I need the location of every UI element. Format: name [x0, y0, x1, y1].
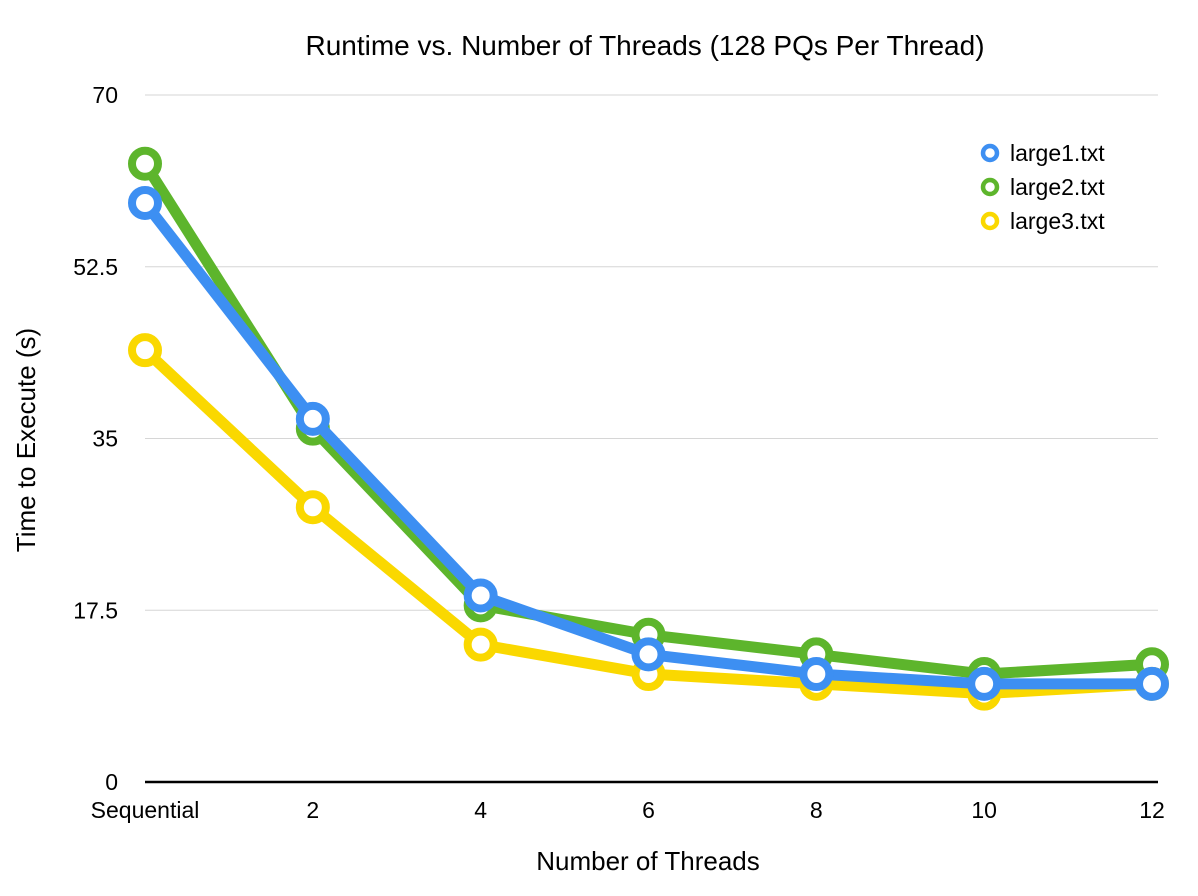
x-tick-label: 8: [810, 797, 823, 823]
series-line: [139, 197, 1158, 690]
data-point: [295, 490, 330, 525]
data-point: [799, 657, 834, 692]
legend-item: large3.txt: [980, 208, 1105, 234]
gridlines: [145, 94, 1158, 611]
legend-item: large1.txt: [980, 140, 1105, 166]
series-group: [128, 146, 1169, 711]
x-tick-label: 12: [1139, 797, 1165, 823]
legend-item: large2.txt: [980, 174, 1105, 200]
legend-marker: [980, 177, 1000, 197]
legend-label: large1.txt: [1010, 140, 1105, 166]
x-tick-label: Sequential: [91, 797, 200, 823]
y-tick-label: 0: [105, 769, 118, 795]
y-tick-label: 52.5: [73, 254, 118, 280]
data-point: [128, 185, 162, 220]
legend-label: large2.txt: [1010, 174, 1105, 200]
x-tick-label: 2: [306, 797, 319, 823]
y-axis-ticks: 0 17.5 35 52.5 70: [73, 82, 118, 795]
data-point: [463, 578, 498, 613]
x-axis-ticks: Sequential 2 4 6 8 10 12: [91, 797, 1165, 823]
chart-title: Runtime vs. Number of Threads (128 PQs P…: [305, 30, 984, 61]
x-axis-title: Number of Threads: [536, 846, 760, 876]
x-tick-label: 6: [642, 797, 655, 823]
data-point: [631, 637, 666, 672]
x-tick-label: 4: [474, 797, 487, 823]
data-point: [463, 627, 498, 662]
data-point: [1135, 666, 1169, 701]
y-tick-label: 17.5: [73, 597, 118, 623]
series-large1-txt: [128, 185, 1169, 701]
data-point: [295, 401, 330, 436]
legend-marker: [980, 143, 1000, 163]
legend-marker: [980, 211, 1000, 231]
data-point: [128, 146, 162, 181]
x-tick-label: 10: [971, 797, 997, 823]
data-point: [967, 666, 1002, 701]
data-point: [128, 333, 162, 368]
legend: large1.txt large2.txt large3.txt: [980, 140, 1105, 234]
legend-label: large3.txt: [1010, 208, 1105, 234]
y-tick-label: 35: [92, 426, 118, 452]
y-tick-label: 70: [92, 82, 118, 108]
y-axis-title: Time to Execute (s): [11, 328, 41, 552]
